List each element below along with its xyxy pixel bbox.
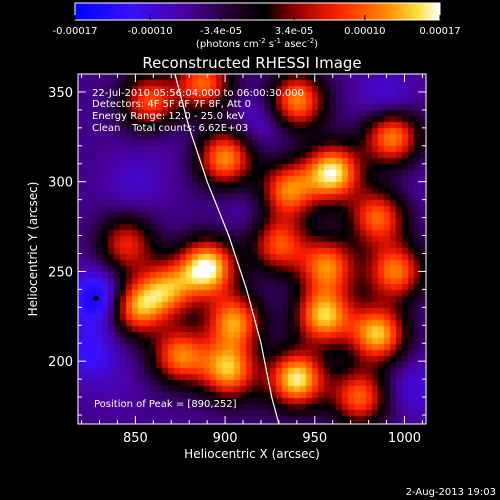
colorbar-tick-label: -3.4e-05 [200, 26, 242, 37]
annotation-peak-position: Position of Peak = [890,252] [94, 399, 237, 410]
colorbar-tick-label: 3.4e-05 [275, 26, 313, 37]
x-tick-label: 850 [123, 431, 148, 446]
y-tick-label: 350 [48, 86, 73, 101]
x-tick-label: 900 [213, 431, 238, 446]
minimum-marker [93, 295, 99, 301]
plot-frame [77, 73, 427, 425]
plot-area: 850 900 950 1000 200 250 300 350 [48, 73, 427, 446]
x-tick-label: 950 [302, 431, 327, 446]
colorbar-tick-label: -0.00017 [53, 26, 98, 37]
y-axis-title: Heliocentric Y (arcsec) [26, 182, 40, 317]
annotations: 22-Jul-2010 05:56:04.000 to 06:00:30.000… [92, 88, 304, 410]
annotation-energy: Energy Range: 12.0 - 25.0 keV [92, 111, 245, 122]
chart-title: Reconstructed RHESSI Image [142, 54, 361, 72]
y-tick-label: 200 [48, 355, 73, 370]
x-axis-ticks: 850 900 950 1000 [81, 74, 423, 446]
colorbar-unit-label: (photons cm-2 s-1 asec-2) [196, 37, 318, 50]
colorbar-tick-label: 0.00010 [344, 26, 385, 37]
annotation-clean: Clean [92, 123, 120, 134]
colorbar: -0.00017 -0.00010 -3.4e-05 3.4e-05 0.00010 0.… [53, 2, 461, 50]
colorbar-tick-label: -0.00010 [128, 26, 173, 37]
x-axis-title: Heliocentric X (arcsec) [184, 447, 320, 461]
annotation-time-range: 22-Jul-2010 05:56:04.000 to 06:00:30.000 [92, 88, 304, 99]
y-tick-label: 300 [48, 176, 73, 191]
colorbar-tick-label: 0.00017 [419, 26, 460, 37]
y-tick-label: 250 [48, 265, 73, 280]
annotation-total-counts: Total counts: 6.62E+03 [131, 123, 248, 134]
x-tick-label: 1000 [388, 431, 421, 446]
colorbar-ticks: -0.00017 -0.00010 -3.4e-05 3.4e-05 0.00010 0.… [53, 15, 461, 37]
colorbar-gradient [74, 2, 441, 21]
heatmap-image [78, 74, 426, 424]
solar-limb-curve [174, 74, 280, 424]
annotation-detectors: Detectors: 4F 5F 6F 7F 8F, Att 0 [92, 99, 251, 110]
y-axis-ticks: 200 250 300 350 [48, 73, 426, 416]
footer-timestamp: 2-Aug-2013 19:03 [406, 487, 496, 498]
